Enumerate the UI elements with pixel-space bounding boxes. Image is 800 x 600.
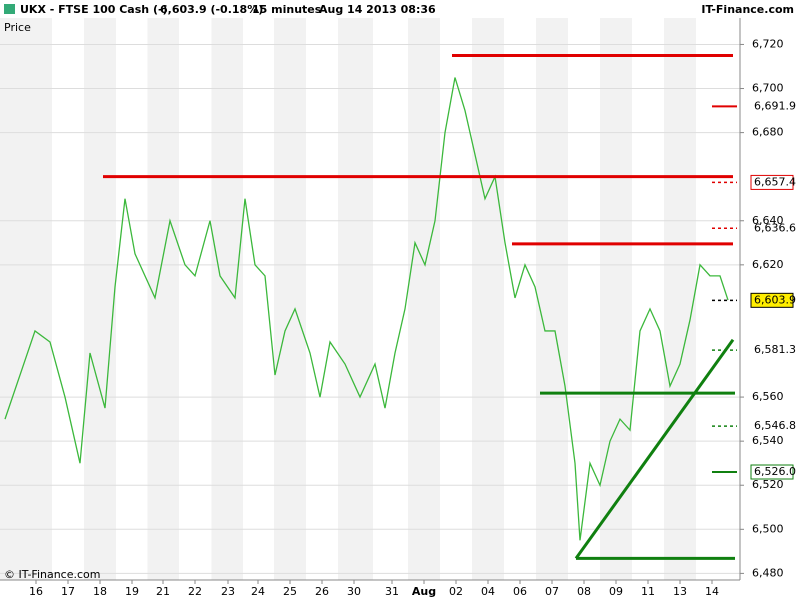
symbol: UKX - FTSE 100 Cash (-) [20, 3, 168, 16]
x-tick-label: 21 [156, 585, 170, 598]
header-bar [0, 0, 800, 18]
x-tick-label: 06 [513, 585, 527, 598]
price-label: Price [4, 21, 31, 34]
day-stripe [147, 18, 179, 580]
datetime: Aug 14 2013 08:36 [319, 3, 436, 16]
x-tick-label: 11 [641, 585, 655, 598]
level-label: 6,636.6 [754, 221, 796, 234]
x-tick-label: 07 [545, 585, 559, 598]
x-tick-label: 08 [577, 585, 591, 598]
plot [0, 18, 740, 580]
x-tick-label: 26 [315, 585, 329, 598]
level-box [750, 464, 794, 480]
day-stripe [664, 18, 696, 580]
y-tick-label: 6,480 [752, 566, 784, 579]
y-tick-label: 6,720 [752, 37, 784, 50]
level-label: 6,691.9 [754, 99, 796, 112]
price-line [4, 77, 729, 541]
x-tick-label: 18 [93, 585, 107, 598]
level-label: 6,603.9 [754, 293, 796, 306]
day-stripe [536, 18, 568, 580]
level-label: 6,581.3 [754, 343, 796, 356]
day-stripe [0, 18, 52, 580]
x-tick-label: 04 [481, 585, 495, 598]
quote: 6,603.9 (-0.18%) [160, 3, 263, 16]
level-box [750, 292, 794, 308]
y-tick-label: 6,540 [752, 434, 784, 447]
interval: 15 minutes [252, 3, 322, 16]
x-tick-label: 25 [283, 585, 297, 598]
y-tick-label: 6,560 [752, 390, 784, 403]
trendline [574, 338, 735, 560]
x-tick-label: 17 [61, 585, 75, 598]
icon [4, 4, 15, 14]
level-label: 6,526.0 [754, 465, 796, 478]
level-label: 6,657.4 [754, 175, 796, 188]
day-stripe [274, 18, 306, 580]
day-stripe [211, 18, 243, 580]
x-tick-label: 31 [385, 585, 399, 598]
x-tick-label: Aug [412, 585, 436, 598]
x-tick-label: 24 [251, 585, 265, 598]
x-tick-label: 23 [221, 585, 235, 598]
day-stripe [472, 18, 504, 580]
x-tick-label: 02 [449, 585, 463, 598]
day-stripe [84, 18, 116, 580]
brand: IT-Finance.com [701, 3, 794, 16]
day-stripe [338, 18, 373, 580]
level-box [750, 174, 794, 190]
y-tick-label: 6,640 [752, 214, 784, 227]
y-tick-label: 6,620 [752, 258, 784, 271]
y-tick-label: 6,680 [752, 126, 784, 139]
level-label: 6,546.8 [754, 419, 796, 432]
day-stripe [408, 18, 440, 580]
x-tick-label: 13 [673, 585, 687, 598]
x-tick-label: 16 [29, 585, 43, 598]
y-tick-label: 6,500 [752, 522, 784, 535]
x-tick-label: 14 [705, 585, 719, 598]
x-tick-label: 30 [347, 585, 361, 598]
y-tick-label: 6,520 [752, 478, 784, 491]
x-tick-label: 19 [125, 585, 139, 598]
day-stripe [600, 18, 632, 580]
x-tick-label: 22 [188, 585, 202, 598]
y-tick-label: 6,700 [752, 82, 784, 95]
x-tick-label: 09 [609, 585, 623, 598]
copyright: © IT-Finance.com [4, 568, 101, 581]
